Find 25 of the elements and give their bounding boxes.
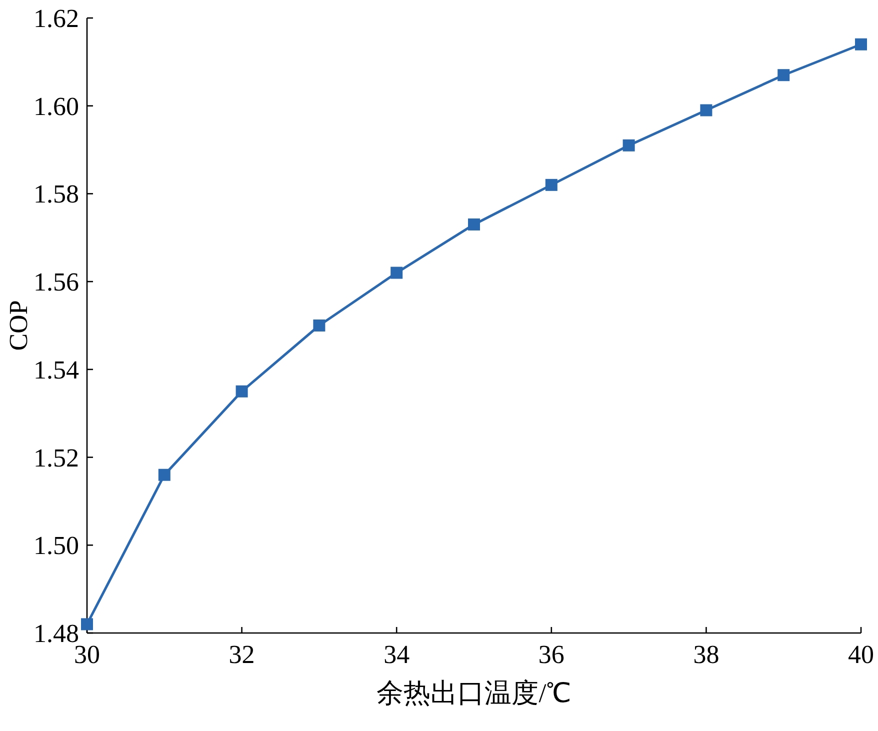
y-tick-label: 1.58 [34,180,79,209]
point [81,618,93,630]
point [855,38,867,50]
point [700,104,712,116]
y-tick-label: 1.60 [34,92,79,121]
point [545,178,558,191]
x-tick-label: 32 [228,640,255,669]
point [313,320,326,332]
point [158,468,170,481]
x-tick-label: 36 [538,640,564,669]
y-tick-label: 1.62 [34,4,79,33]
y-axis-title: COP [4,300,33,351]
y-tick-label: 1.56 [34,268,79,297]
y-tick-label: 1.54 [34,355,79,384]
y-tick-label: 1.52 [34,443,79,472]
x-tick-label: 40 [848,640,874,669]
x-tick-label: 38 [693,640,720,669]
x-tick-label: 34 [384,640,410,669]
point [236,385,248,398]
point [468,218,480,230]
point [778,69,790,82]
y-tick-label: 1.50 [34,531,79,560]
point [622,139,635,152]
x-axis-title: 余热出口温度/℃ [376,678,572,708]
point [390,266,403,279]
